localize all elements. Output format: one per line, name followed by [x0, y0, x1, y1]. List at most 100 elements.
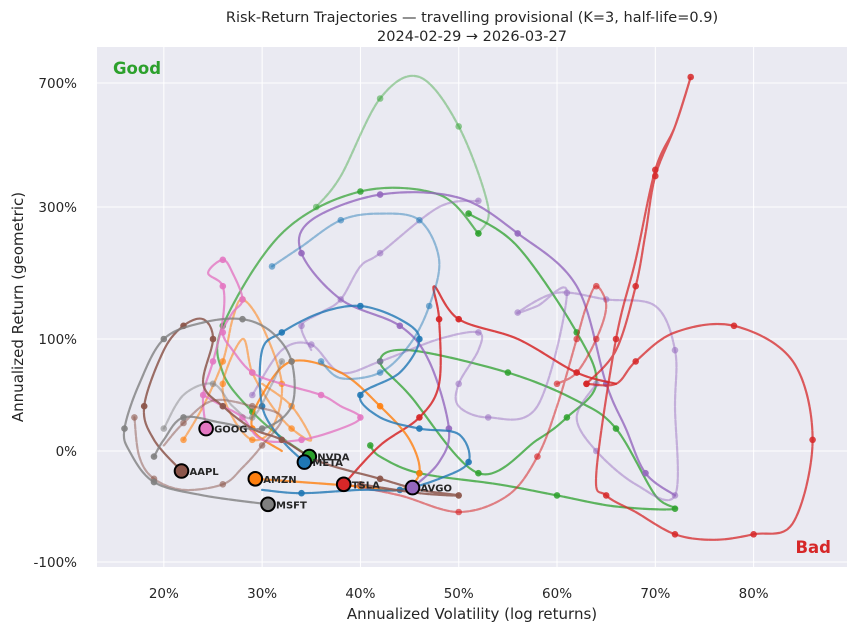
trajectory-point-meta: [465, 458, 472, 466]
trajectory-point-nvda: [553, 492, 561, 499]
y-tick-label: 0%: [56, 444, 78, 460]
trajectory-point-meta: [298, 489, 305, 497]
trajectory-point-tsla: [632, 358, 639, 365]
trajectory-point-msft: [288, 358, 295, 365]
chart-title-line1: Risk-Return Trajectories — travelling pr…: [226, 10, 718, 26]
x-tick-label: 60%: [542, 586, 572, 602]
trajectory-point-aapl: [209, 335, 217, 343]
trajectory-point-nvda: [504, 369, 512, 376]
bad-corner-label: Bad: [795, 538, 831, 557]
trajectory-point-nvda: [671, 505, 679, 512]
trajectory-point-meta: [268, 263, 276, 270]
trajectory-point-aapl: [131, 414, 138, 421]
trajectory-point-aapl: [219, 481, 227, 488]
trajectory-point-tsla: [730, 322, 738, 330]
trajectory-point-avgo: [475, 329, 482, 336]
plot-area: [97, 47, 847, 567]
trajectory-point-goog: [199, 391, 207, 399]
trajectory-point-goog: [357, 414, 364, 421]
trajectory-point-goog: [249, 369, 256, 376]
trajectory-point-goog: [209, 358, 217, 365]
trajectory-point-aapl: [278, 436, 286, 444]
trajectory-point-avgo: [308, 341, 315, 348]
x-tick-label: 80%: [739, 586, 769, 602]
trajectory-line-meta: [258, 304, 471, 495]
trajectory-point-avgo: [298, 322, 305, 330]
trajectory-point-tsla: [652, 172, 659, 180]
trajectory-line-nvda: [216, 186, 480, 458]
series-label-goog: GOOG: [214, 425, 247, 436]
trajectory-point-tsla: [583, 380, 590, 388]
chart-title-line2: 2024-02-29 → 2026-03-27: [377, 29, 567, 45]
end-marker-amzn: [247, 471, 264, 487]
trajectory-point-avgo: [337, 296, 345, 303]
trajectory-point-tsla: [671, 531, 679, 538]
trajectory-point-nvda: [357, 188, 364, 195]
trajectory-point-msft: [209, 380, 217, 388]
trajectory-line-nvda: [315, 74, 490, 235]
y-tick-label: -100%: [34, 555, 78, 571]
trajectory-point-nvda: [475, 230, 482, 237]
trajectory-point-tsla: [416, 414, 423, 421]
trajectory-point-avgo: [376, 358, 384, 365]
trajectory-point-nvda: [475, 469, 482, 477]
trajectory-point-nvda: [376, 95, 384, 102]
trajectory-point-avgo: [376, 249, 384, 257]
y-tick-label: 700%: [38, 76, 77, 92]
trajectory-point-aapl: [180, 419, 187, 427]
x-tick-label: 40%: [345, 586, 375, 602]
trajectory-point-amzn: [416, 469, 423, 477]
trajectory-point-meta: [376, 369, 384, 376]
x-tick-label: 70%: [640, 586, 670, 602]
trajectory-point-tsla: [809, 436, 816, 444]
trajectory-point-tsla: [612, 335, 620, 343]
trajectory-line-msft: [162, 360, 283, 430]
trajectory-point-nvda: [465, 210, 472, 217]
good-corner-label: Good: [113, 59, 161, 78]
trajectory-point-avgo: [249, 391, 256, 399]
x-tick-label: 20%: [149, 586, 179, 602]
end-marker-msft: [260, 496, 276, 513]
trajectory-line-meta: [270, 212, 441, 381]
trajectory-point-avgo: [376, 191, 384, 198]
trajectory-point-aapl: [219, 402, 227, 410]
trajectory-point-aapl: [258, 442, 266, 449]
trajectory-point-goog: [219, 329, 227, 336]
series-label-meta: META: [312, 458, 343, 469]
trajectory-point-meta: [357, 302, 364, 310]
trajectory-point-goog: [317, 391, 325, 399]
end-marker-meta: [296, 454, 313, 470]
trajectory-point-msft: [160, 335, 168, 343]
trajectory-point-avgo: [475, 197, 482, 205]
trajectory-point-tsla: [750, 531, 757, 538]
trajectory-point-avgo: [484, 414, 492, 421]
trajectory-point-msft: [278, 358, 286, 365]
trajectory-point-aapl: [455, 492, 463, 499]
trajectory-point-goog: [298, 436, 305, 444]
trajectory-point-nvda: [563, 414, 571, 421]
trajectory-point-nvda: [455, 123, 463, 130]
trajectory-point-avgo: [671, 346, 679, 354]
trajectory-point-meta: [337, 216, 345, 224]
series-label-nvda: NVDA: [317, 453, 349, 464]
trajectory-point-tsla: [593, 335, 600, 343]
trajectory-point-goog: [239, 414, 246, 421]
trajectory-point-meta: [425, 302, 433, 310]
trajectory-point-amzn: [376, 402, 384, 410]
trajectory-point-tsla: [602, 492, 610, 499]
end-marker-aapl: [173, 463, 190, 479]
trajectory-point-aapl: [376, 475, 384, 483]
x-axis-label: Annualized Volatility (log returns): [347, 605, 597, 623]
trajectory-point-goog: [219, 282, 227, 290]
trajectory-point-tsla: [435, 315, 443, 323]
trajectory-line-goog: [201, 258, 362, 444]
trajectory-point-meta: [416, 335, 423, 343]
trajectory-point-tsla: [593, 282, 600, 290]
y-tick-label: 100%: [38, 332, 77, 348]
series-layer: [121, 73, 816, 541]
trajectory-point-avgo: [563, 289, 571, 297]
trajectory-point-tsla: [687, 73, 694, 81]
trajectory-point-msft: [239, 315, 246, 323]
end-markers-layer: NVDA AVGO TSLA AMZN META GOOG AAPL MSFT: [173, 420, 453, 513]
series-label-avgo: AVGO: [421, 484, 453, 495]
